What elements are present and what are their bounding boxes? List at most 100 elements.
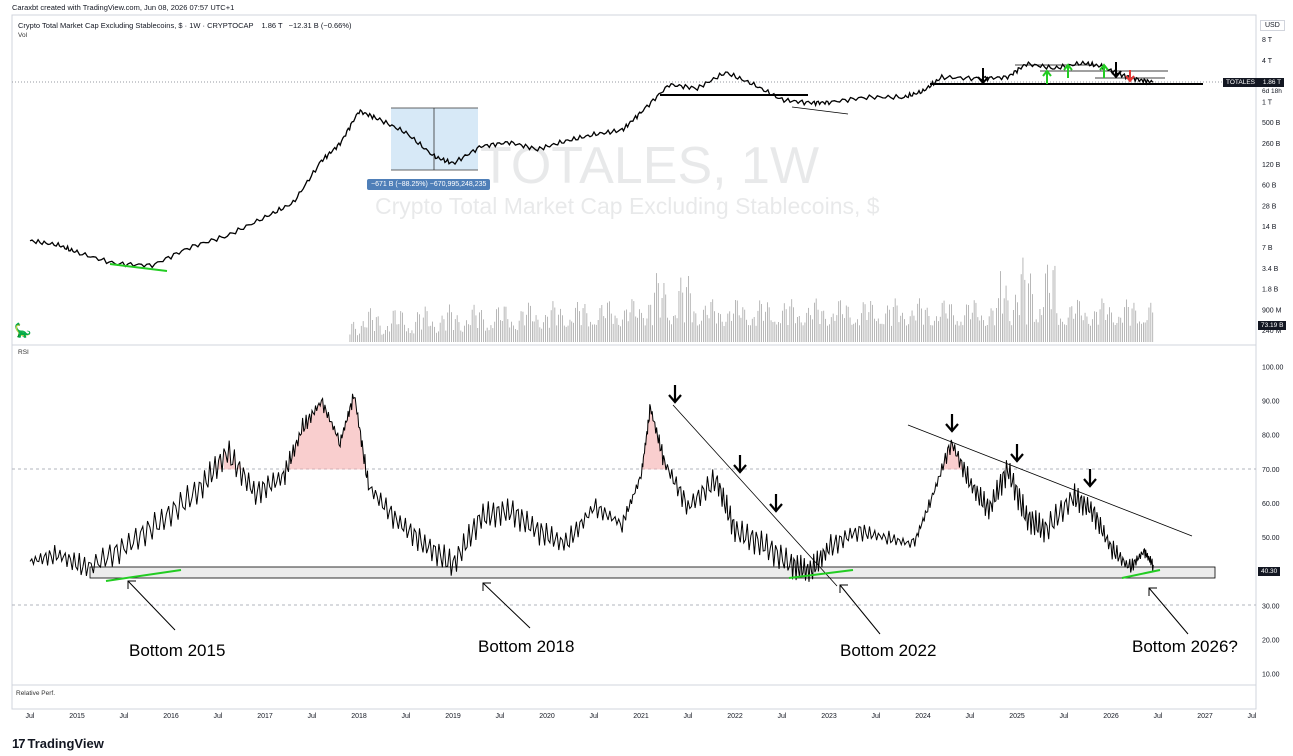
volume-bar xyxy=(772,322,774,342)
dinosaur-icon[interactable]: 🦕 xyxy=(14,322,32,338)
volume-bar xyxy=(680,277,682,342)
volume-bar xyxy=(808,307,809,342)
volume-bar xyxy=(896,305,898,342)
volume-bar xyxy=(855,322,856,342)
volume-bar xyxy=(689,293,691,342)
volume-bar xyxy=(505,306,507,342)
volume-bar xyxy=(853,323,855,342)
volume-bar xyxy=(475,315,477,342)
volume-bar xyxy=(975,302,977,342)
volume-bar xyxy=(351,323,353,342)
volume-bar xyxy=(627,321,629,342)
volume-bar xyxy=(449,304,450,342)
volume-bar xyxy=(1126,299,1127,342)
volume-bar xyxy=(409,333,411,342)
volume-bar xyxy=(671,324,672,342)
volume-bar xyxy=(879,323,881,342)
volume-bar xyxy=(667,317,668,342)
volume-bar xyxy=(1020,274,1022,342)
volume-bar xyxy=(1082,320,1084,342)
volume-bar xyxy=(1118,316,1120,342)
volume-bar xyxy=(909,316,911,342)
rsi-line xyxy=(29,393,1154,582)
price-tick-label: 4 T xyxy=(1262,58,1273,65)
volume-bar xyxy=(849,317,851,342)
author-line: Caraxbt created with TradingView.com, Ju… xyxy=(12,3,235,12)
volume-bar xyxy=(547,316,548,342)
rsi-tick-label: 100.00 xyxy=(1262,365,1284,372)
volume-bar xyxy=(565,326,567,342)
volume-bar xyxy=(490,325,492,342)
rsi-downtrend-2021 xyxy=(672,404,838,587)
volume-bar xyxy=(366,327,368,342)
volume-bar xyxy=(693,311,695,342)
volume-bar xyxy=(768,307,770,342)
volume-bar xyxy=(469,325,471,342)
volume-bar xyxy=(588,326,590,342)
volume-bar xyxy=(733,313,734,342)
volume-bar xyxy=(477,328,479,342)
volume-bar xyxy=(883,324,885,342)
currency-button[interactable]: USD xyxy=(1260,20,1285,31)
volume-bar xyxy=(659,317,661,342)
price-tick-label: 500 B xyxy=(1262,120,1281,127)
tradingview-logo[interactable]: 17 TradingView xyxy=(12,736,104,751)
volume-bar xyxy=(1009,321,1011,342)
ohlc-price: 1.86 T xyxy=(261,21,283,30)
volume-bar xyxy=(795,323,796,342)
volume-bar xyxy=(392,310,394,342)
volume-bar xyxy=(436,332,437,342)
volume-bar xyxy=(941,302,943,342)
volume-bar xyxy=(778,322,779,342)
volume-bar xyxy=(955,324,956,342)
volume-bar xyxy=(1144,322,1146,342)
volume-bar xyxy=(915,320,917,342)
volume-bar xyxy=(729,311,731,342)
volume-bar xyxy=(842,314,843,342)
volume-bar xyxy=(554,307,556,342)
volume-bar xyxy=(569,319,571,342)
volume-bar xyxy=(1094,311,1095,342)
volume-bar xyxy=(983,320,984,342)
volume-bar xyxy=(720,314,721,342)
volume-bar xyxy=(676,318,678,342)
rsi-downtrend-2024 xyxy=(907,424,1193,537)
volume-bar xyxy=(785,309,787,342)
volume-bar xyxy=(861,313,862,342)
price-badge-symbol: TOTALES xyxy=(1226,79,1256,86)
price-line xyxy=(29,60,1154,269)
volume-bar xyxy=(573,322,574,342)
price-tick-label: 8 T xyxy=(1262,37,1273,44)
rsi-green-2015 xyxy=(105,569,182,582)
time-tick-label: 2025 xyxy=(1009,713,1025,720)
volume-bar xyxy=(783,303,785,342)
volume-bar xyxy=(691,322,693,342)
volume-bar xyxy=(780,323,781,342)
support-green-2015 xyxy=(109,263,168,272)
relative-perf-label[interactable]: Relative Perf. xyxy=(16,690,56,697)
volume-bar xyxy=(838,301,840,342)
volume-bar xyxy=(1049,292,1050,342)
volume-bar xyxy=(454,319,456,342)
price-tick-label: 3.4 B xyxy=(1262,266,1279,273)
volume-bar xyxy=(485,330,486,342)
measure-box xyxy=(391,108,478,170)
time-tick-label: Jul xyxy=(872,713,881,720)
volume-bar xyxy=(966,304,967,342)
volume-bar xyxy=(797,317,798,342)
volume-bar xyxy=(686,287,687,342)
ohlc-change: −12.31 B (−0.66%) xyxy=(288,21,352,30)
volume-bar xyxy=(894,298,896,342)
volume-bar xyxy=(697,325,699,342)
volume-bar xyxy=(763,320,764,342)
time-axis[interactable]: Jul 2015 Jul 2016 Jul 2017 Jul 2018 Jul 2019 Jul 20… xyxy=(26,713,1257,720)
volume-bar xyxy=(349,334,351,342)
volume-bar xyxy=(641,312,642,342)
volume-bar xyxy=(652,325,653,342)
annotation-arrow-2015 xyxy=(127,580,176,631)
volume-bar xyxy=(934,320,935,342)
volume-bar xyxy=(533,321,535,342)
volume-bar xyxy=(1129,325,1131,342)
volume-bar xyxy=(411,330,413,342)
